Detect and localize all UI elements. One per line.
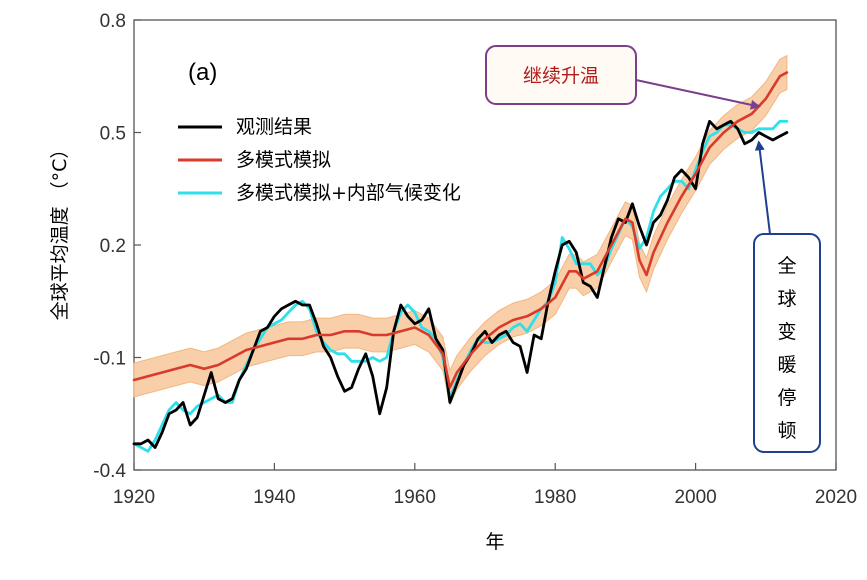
uncertainty-band-layer	[133, 54, 788, 406]
series-line-observed	[132, 119, 789, 449]
callout-warming-arrow	[635, 79, 761, 110]
axis-ticks: 1920 1940 1960 1980 2000 2020 -0.4 -0.1 0.2 0.5 0.…	[93, 11, 857, 508]
x-axis-title: 年	[485, 531, 504, 553]
y-tick-label: 0.8	[100, 11, 126, 32]
x-tick-label: 1960	[394, 487, 436, 508]
callout-warming-text: 继续升温	[523, 65, 599, 87]
series-layer	[132, 71, 789, 453]
panel-label: (a)	[188, 59, 217, 86]
x-tick-label: 1980	[534, 487, 576, 508]
legend-label-observed: 观测结果	[236, 116, 312, 138]
y-tick-label: 0.2	[100, 236, 126, 257]
y-tick-label: -0.1	[93, 349, 126, 370]
x-tick-label: 1920	[113, 487, 155, 508]
plot-area-frame	[133, 19, 837, 471]
x-tick-label: 2020	[815, 487, 857, 508]
callout-hiatus: 全球变暖停顿	[753, 140, 821, 453]
y-tick-label: -0.4	[93, 461, 126, 482]
y-tick-label: 0.5	[100, 124, 126, 145]
x-tick-label: 1940	[253, 487, 295, 508]
callout-warming-box	[485, 45, 637, 105]
callout-warming: 继续升温	[485, 45, 761, 110]
callout-hiatus-arrow	[754, 140, 771, 235]
uncertainty-band	[133, 54, 788, 406]
y-axis-title: 全球平均温度 （°C）	[49, 140, 71, 321]
legend-label-multi-model: 多模式模拟	[236, 149, 331, 171]
legend: 观测结果 多模式模拟 多模式模拟+内部气候变化	[178, 116, 461, 204]
callout-hiatus-text: 全球变暖停顿	[777, 255, 796, 442]
series-line-multi-model	[132, 71, 789, 389]
callout-hiatus-box	[753, 233, 821, 453]
legend-label-multi-model-internal: 多模式模拟+内部气候变化	[236, 182, 461, 204]
x-tick-label: 2000	[674, 487, 716, 508]
